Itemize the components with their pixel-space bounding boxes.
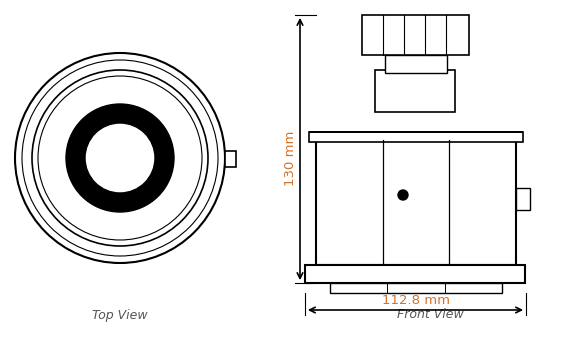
Text: 130 mm: 130 mm	[284, 130, 296, 186]
Bar	[362, 15, 469, 55]
Text: Top View: Top View	[92, 308, 148, 322]
Bar	[305, 265, 525, 283]
Bar	[225, 151, 236, 167]
Bar	[516, 188, 530, 210]
Circle shape	[85, 123, 155, 193]
Bar	[330, 283, 502, 293]
Bar	[375, 70, 455, 112]
Text: Front View: Front View	[397, 308, 463, 322]
Circle shape	[66, 104, 174, 212]
Bar	[309, 132, 523, 142]
Bar	[316, 140, 516, 265]
Text: 112.8 mm: 112.8 mm	[382, 294, 450, 306]
Bar	[385, 55, 447, 73]
Circle shape	[398, 190, 408, 200]
